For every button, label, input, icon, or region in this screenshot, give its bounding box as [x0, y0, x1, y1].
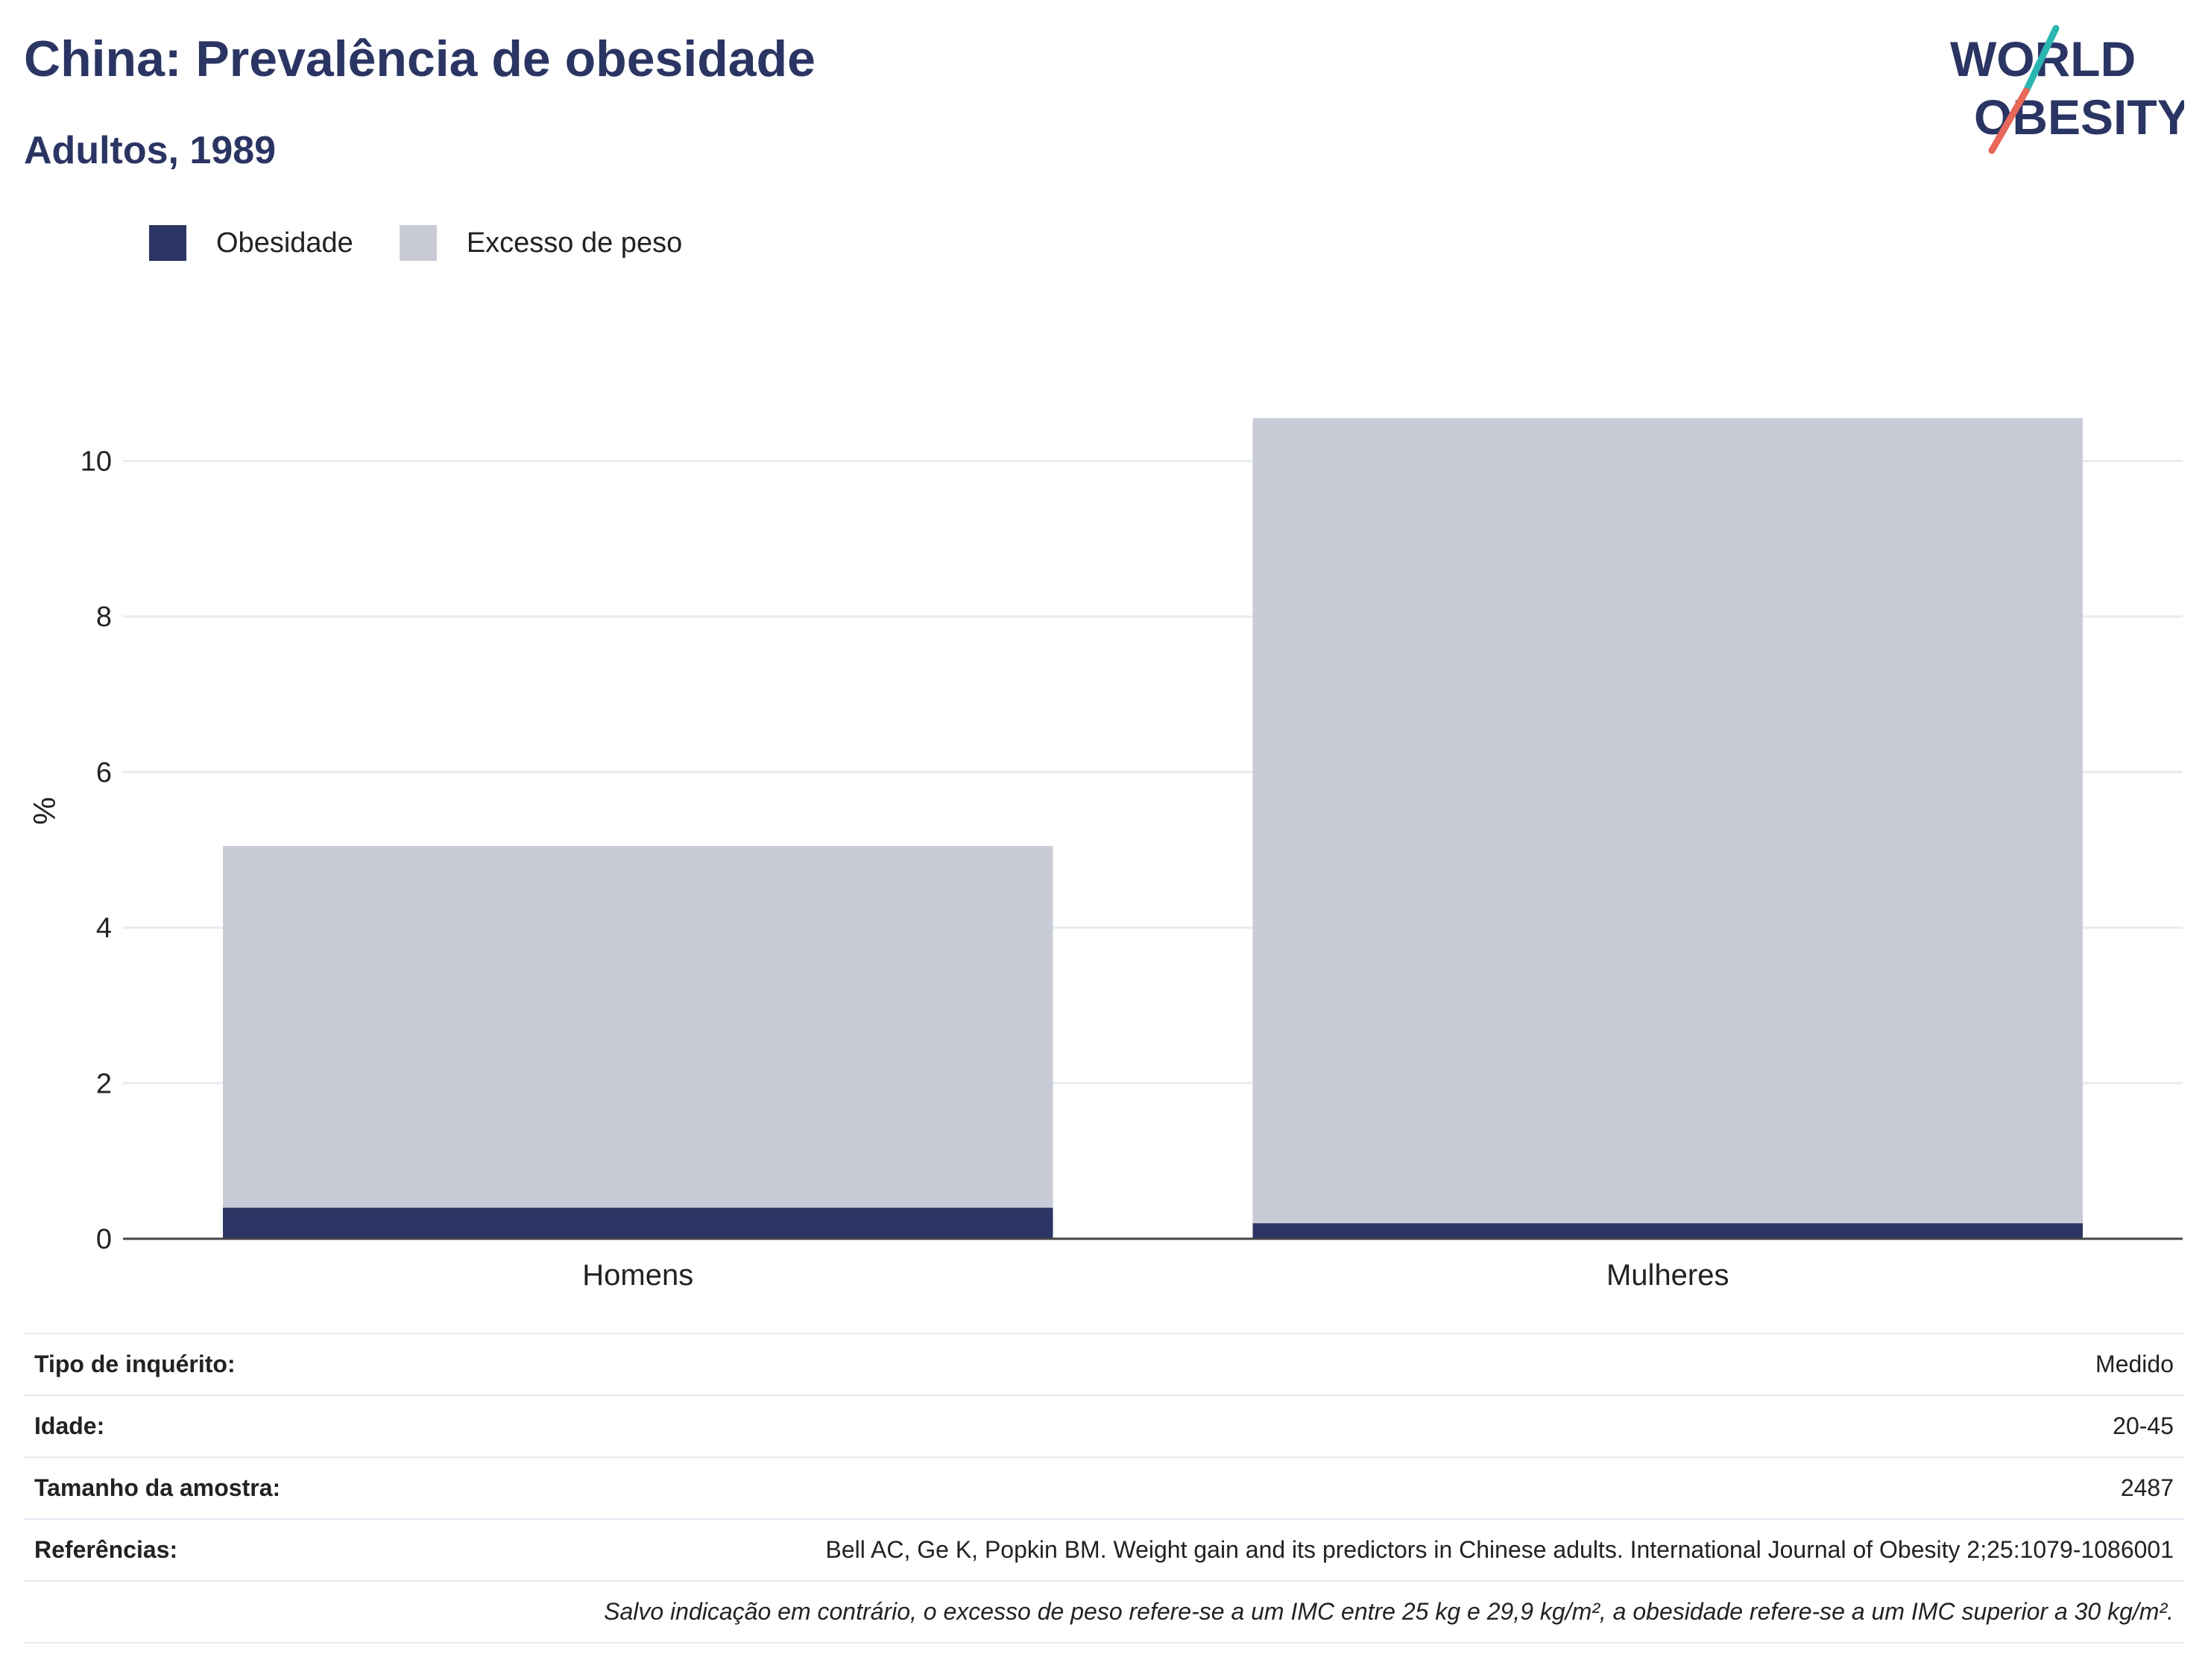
page-subtitle: Adultos, 1989 [24, 129, 277, 172]
info-value-survey-type: Medido [376, 1333, 2184, 1395]
legend-label-excesso-de-peso: Excesso de peso [466, 227, 683, 259]
legend-label-obesidade: Obesidade [216, 227, 353, 259]
info-label-sample-size: Tamanho da amostra: [24, 1456, 376, 1519]
x-tick-label-0: Homens [582, 1259, 693, 1292]
footnote: Salvo indicação em contrário, o excesso … [24, 1580, 2184, 1643]
world-obesity-logo: WORLD OBESITY [1950, 25, 2184, 154]
bar-excesso-de-peso-1[interactable] [1252, 418, 2083, 1224]
page-title: China: Prevalência de obesidade [24, 31, 816, 87]
info-label-references: Referências: [24, 1518, 376, 1581]
y-axis-title: % [27, 797, 62, 824]
info-label-age: Idade: [24, 1395, 376, 1457]
y-tick-label-2: 2 [96, 1068, 112, 1099]
logo-slash-bottom [1988, 87, 2030, 154]
x-tick-label-1: Mulheres [1606, 1259, 1729, 1292]
logo-slash-top [2022, 25, 2060, 95]
legend-item-obesidade[interactable]: Obesidade [149, 225, 353, 261]
y-tick-label-8: 8 [96, 601, 112, 633]
table-row: Idade: 20-45 [24, 1395, 2184, 1457]
y-tick-label-4: 4 [96, 913, 112, 944]
y-tick-label-6: 6 [96, 757, 112, 789]
table-row: Tamanho da amostra: 2487 [24, 1456, 2184, 1519]
y-tick-label-0: 0 [96, 1224, 112, 1255]
survey-info-table: Tipo de inquérito: Medido Idade: 20-45 T… [24, 1333, 2184, 1643]
bar-layer [223, 418, 2083, 1239]
bar-obesidade-0[interactable] [223, 1207, 1053, 1239]
info-label-survey-type: Tipo de inquérito: [24, 1333, 376, 1395]
legend-item-excesso-de-peso[interactable]: Excesso de peso [399, 225, 683, 261]
y-tick-label-10: 10 [81, 446, 112, 477]
table-row: Salvo indicação em contrário, o excesso … [24, 1580, 2184, 1643]
bar-obesidade-1[interactable] [1252, 1223, 2083, 1239]
bar-chart: 0 2 4 6 8 10% Homens Mulheres [27, 418, 2183, 1292]
table-row: Tipo de inquérito: Medido [24, 1333, 2184, 1395]
bar-excesso-de-peso-0[interactable] [223, 846, 1053, 1208]
info-value-sample-size: 2487 [376, 1456, 2184, 1519]
info-value-age: 20-45 [376, 1395, 2184, 1457]
legend-swatch-excesso-de-peso [399, 225, 437, 261]
chart-legend: Obesidade Excesso de peso [149, 222, 728, 264]
info-value-references: Bell AC, Ge K, Popkin BM. Weight gain an… [376, 1518, 2184, 1581]
legend-swatch-obesidade [149, 225, 186, 261]
axis-layer: 0 2 4 6 8 10% Homens Mulheres [27, 446, 2183, 1292]
table-row: Referências: Bell AC, Ge K, Popkin BM. W… [24, 1518, 2184, 1581]
